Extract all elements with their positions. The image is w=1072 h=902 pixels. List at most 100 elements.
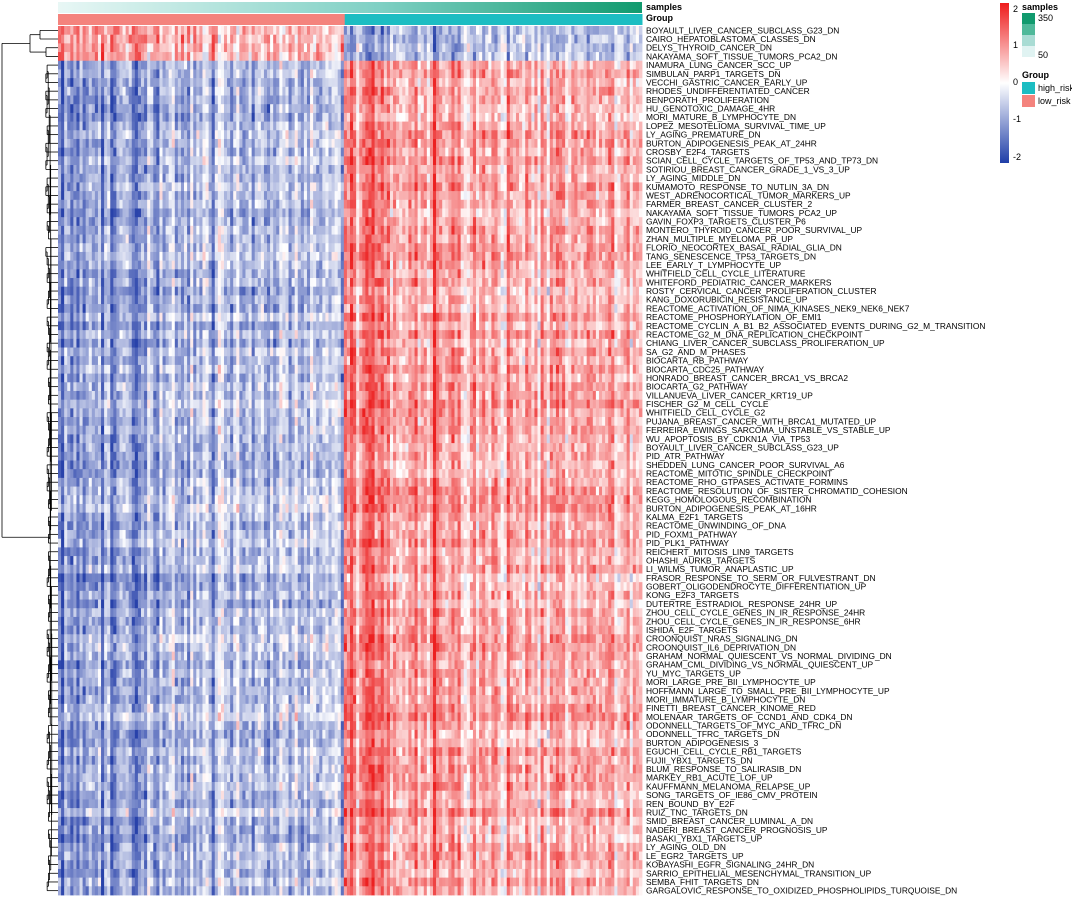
heatmap-cell: [91, 217, 96, 227]
heatmap-cell: [555, 104, 560, 114]
heatmap-cell: [217, 182, 222, 192]
heatmap-cell: [110, 191, 114, 201]
heatmap-cell: [122, 104, 127, 114]
heatmap-cell: [611, 34, 615, 44]
heatmap-cell: [297, 147, 302, 157]
heatmap-cell: [620, 182, 624, 192]
heatmap-cell: [389, 86, 394, 96]
heatmap-cell: [531, 173, 535, 183]
heatmap-cell: [377, 138, 382, 149]
heatmap-cell: [94, 251, 99, 262]
heatmap-cell: [331, 60, 336, 70]
heatmap-cell: [150, 138, 154, 149]
heatmap-cell: [61, 121, 65, 131]
heatmap-cell: [199, 217, 203, 227]
heatmap-cell: [257, 208, 262, 218]
heatmap-cell: [602, 147, 606, 157]
heatmap-cell: [451, 130, 455, 140]
heatmap-cell: [174, 165, 179, 175]
heatmap-cell: [623, 191, 628, 201]
heatmap-cell: [571, 156, 575, 166]
heatmap-cell: [217, 243, 222, 253]
heatmap-cell: [555, 86, 560, 96]
heatmap-cell: [497, 191, 502, 201]
heatmap-cell: [608, 121, 612, 131]
heatmap-cell: [383, 112, 388, 122]
heatmap-cell: [156, 251, 160, 262]
heatmap-cell: [417, 217, 422, 227]
heatmap-cell: [432, 69, 437, 79]
heatmap-cell: [426, 86, 431, 96]
heatmap-cell: [230, 69, 234, 79]
heatmap-cell: [147, 173, 151, 183]
heatmap-cell: [245, 95, 249, 105]
heatmap-cell: [549, 138, 554, 149]
heatmap-cell: [429, 69, 434, 79]
heatmap-cell: [184, 138, 188, 149]
heatmap-cell: [386, 156, 391, 166]
heatmap-cell: [531, 147, 535, 157]
heatmap-cell: [491, 173, 495, 183]
heatmap-cell: [445, 225, 449, 235]
heatmap-cell: [236, 86, 240, 96]
heatmap-cell: [494, 234, 498, 244]
heatmap-cell: [70, 251, 74, 262]
heatmap-cell: [350, 165, 354, 175]
heatmap-cell: [515, 26, 520, 36]
heatmap-cell: [150, 217, 154, 227]
heatmap-cell: [442, 69, 446, 79]
heatmap-cell: [445, 130, 449, 140]
heatmap-cell: [497, 182, 502, 192]
heatmap-cell: [426, 138, 431, 149]
heatmap-cell: [242, 78, 246, 88]
heatmap-cell: [506, 208, 511, 218]
heatmap-cell: [313, 156, 317, 166]
heatmap-cell: [380, 112, 385, 122]
heatmap-cell: [270, 165, 274, 175]
heatmap-cell: [371, 26, 375, 36]
heatmap-cell: [156, 26, 160, 36]
heatmap-cell: [125, 173, 130, 183]
heatmap-cell: [356, 234, 360, 244]
heatmap-cell: [350, 147, 354, 157]
heatmap-cell: [454, 121, 458, 131]
heatmap-cell: [429, 78, 434, 88]
heatmap-cell: [205, 104, 210, 114]
heatmap-cell: [313, 78, 317, 88]
heatmap-cell: [91, 234, 96, 244]
heatmap-cell: [239, 191, 243, 201]
heatmap-cell: [331, 182, 336, 192]
heatmap-cell: [608, 208, 612, 218]
heatmap-cell: [432, 34, 437, 44]
heatmap-cell: [325, 112, 329, 122]
heatmap-cell: [519, 217, 523, 227]
heatmap-cell: [362, 243, 366, 253]
heatmap-cell: [245, 191, 249, 201]
heatmap-cell: [110, 156, 114, 166]
heatmap-cell: [134, 112, 139, 122]
heatmap-cell: [303, 130, 308, 140]
heatmap-cell: [411, 60, 415, 70]
heatmap-cell: [466, 243, 471, 253]
heatmap-cell: [611, 95, 615, 105]
heatmap-cell: [632, 112, 637, 122]
heatmap-cell: [552, 217, 557, 227]
heatmap-cell: [147, 52, 151, 62]
heatmap-cell: [306, 130, 311, 140]
heatmap-cell: [245, 26, 249, 36]
heatmap-cell: [64, 243, 68, 253]
heatmap-cell: [595, 173, 600, 183]
heatmap-cell: [202, 138, 206, 149]
heatmap-cell: [193, 43, 197, 53]
heatmap-cell: [589, 208, 594, 218]
heatmap-cell: [153, 199, 157, 209]
heatmap-cell: [162, 34, 166, 44]
heatmap-cell: [190, 225, 194, 235]
heatmap-cell: [432, 191, 437, 201]
heatmap-cell: [586, 191, 591, 201]
heatmap-cell: [76, 251, 80, 262]
heatmap-cell: [76, 78, 80, 88]
heatmap-cell: [310, 43, 314, 53]
heatmap-cell: [405, 234, 409, 244]
heatmap-cell: [76, 52, 80, 62]
